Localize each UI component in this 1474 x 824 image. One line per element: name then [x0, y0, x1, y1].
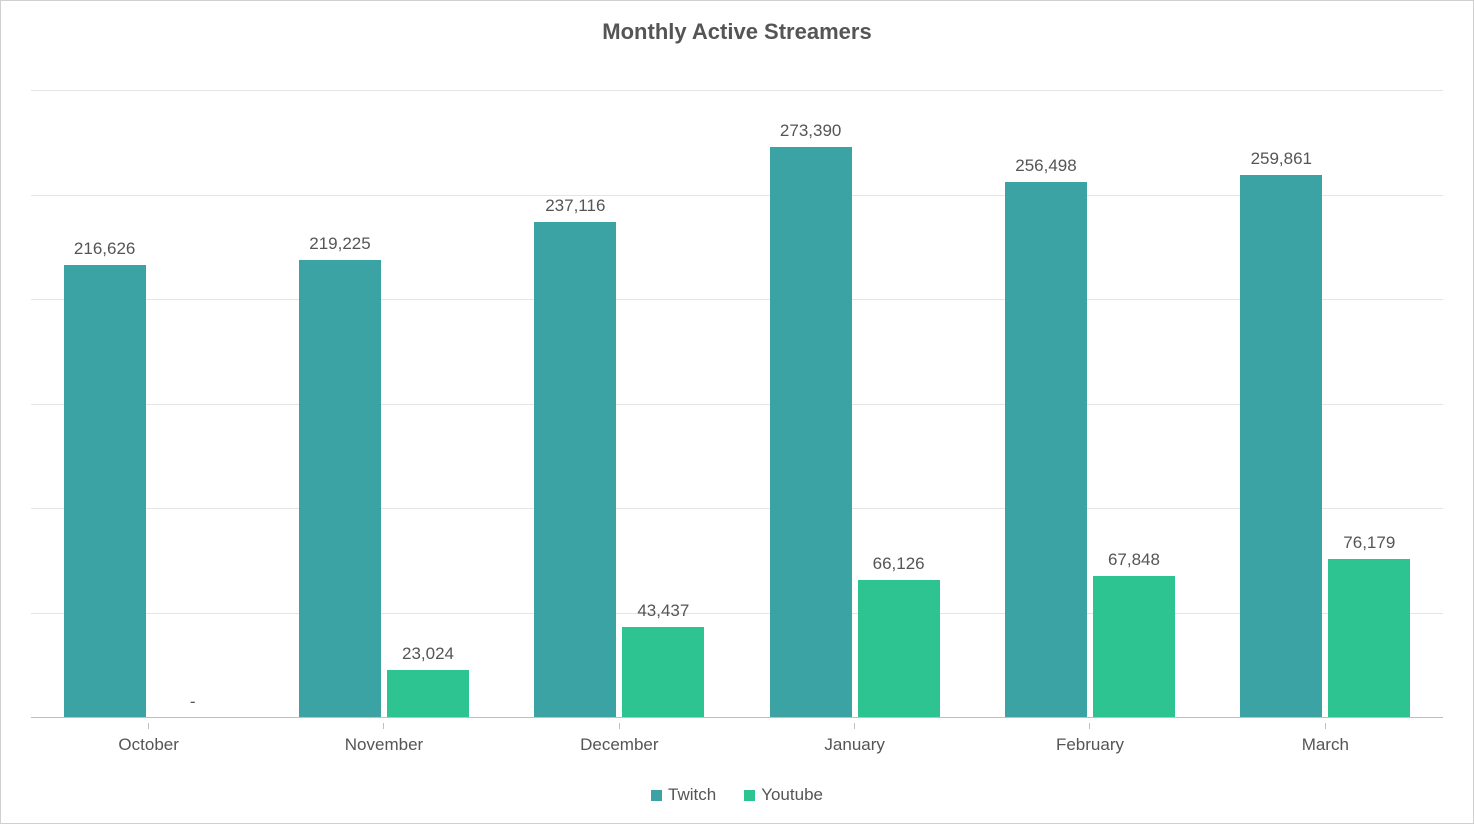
- bar-value-label: 237,116: [545, 196, 605, 216]
- x-tick-mark: [619, 723, 620, 729]
- x-tick-mark: [1089, 723, 1090, 729]
- bar-wrap: 66,126: [858, 91, 940, 718]
- bar-group: 259,861 76,179: [1208, 91, 1443, 718]
- bar-value-label: 273,390: [780, 121, 841, 141]
- x-tick-mark: [854, 723, 855, 729]
- bar-wrap: 76,179: [1328, 91, 1410, 718]
- bar-group: 237,116 43,437: [502, 91, 737, 718]
- axis-baseline: [31, 717, 1443, 718]
- bar-wrap: 259,861: [1240, 91, 1322, 718]
- bar-wrap: 43,437: [622, 91, 704, 718]
- bar: [622, 627, 704, 718]
- bar-groups: 216,626 - 219,225 23,024 237,116 43,437 273,39…: [31, 91, 1443, 718]
- x-axis-label: November: [345, 735, 423, 754]
- bar-value-label: -: [190, 692, 196, 712]
- x-tick-mark: [148, 723, 149, 729]
- x-axis-tick: November: [266, 723, 501, 755]
- bar-wrap: 273,390: [770, 91, 852, 718]
- legend-item: Twitch: [651, 785, 716, 805]
- x-axis-label: March: [1302, 735, 1349, 754]
- x-axis-label: December: [580, 735, 658, 754]
- bar-wrap: -: [152, 91, 234, 718]
- bar-wrap: 256,498: [1005, 91, 1087, 718]
- bar-wrap: 67,848: [1093, 91, 1175, 718]
- bar: [858, 580, 940, 718]
- bar-wrap: 237,116: [534, 91, 616, 718]
- x-axis-tick: January: [737, 723, 972, 755]
- bar-value-label: 43,437: [637, 601, 689, 621]
- legend-label: Youtube: [761, 785, 823, 805]
- bar-value-label: 76,179: [1343, 533, 1395, 553]
- bar: [1240, 175, 1322, 718]
- x-tick-mark: [383, 723, 384, 729]
- legend-label: Twitch: [668, 785, 716, 805]
- bar: [1005, 182, 1087, 718]
- bar: [64, 265, 146, 718]
- x-tick-mark: [1325, 723, 1326, 729]
- bar-value-label: 216,626: [74, 239, 135, 259]
- x-axis-tick: October: [31, 723, 266, 755]
- bar-value-label: 23,024: [402, 644, 454, 664]
- plot-area: 216,626 - 219,225 23,024 237,116 43,437 273,39…: [31, 91, 1443, 718]
- bar: [770, 147, 852, 718]
- bar-value-label: 256,498: [1015, 156, 1076, 176]
- x-axis-tick: March: [1208, 723, 1443, 755]
- legend-item: Youtube: [744, 785, 823, 805]
- bar-value-label: 219,225: [309, 234, 370, 254]
- bar: [1093, 576, 1175, 718]
- bar-group: 219,225 23,024: [266, 91, 501, 718]
- chart-container: Monthly Active Streamers 216,626 - 219,225…: [0, 0, 1474, 824]
- legend-swatch: [651, 790, 662, 801]
- bar: [534, 222, 616, 718]
- bar: [299, 260, 381, 718]
- x-axis-tick: February: [972, 723, 1207, 755]
- legend-swatch: [744, 790, 755, 801]
- x-axis: October November December January February Ma…: [31, 723, 1443, 755]
- bar: [387, 670, 469, 718]
- bar-group: 256,498 67,848: [972, 91, 1207, 718]
- x-axis-label: January: [824, 735, 884, 754]
- x-axis-tick: December: [502, 723, 737, 755]
- bar-wrap: 23,024: [387, 91, 469, 718]
- bar-value-label: 67,848: [1108, 550, 1160, 570]
- bar-value-label: 66,126: [873, 554, 925, 574]
- x-axis-label: October: [118, 735, 178, 754]
- chart-title: Monthly Active Streamers: [1, 1, 1473, 55]
- legend: Twitch Youtube: [1, 785, 1473, 805]
- bar-value-label: 259,861: [1251, 149, 1312, 169]
- bar-group: 273,390 66,126: [737, 91, 972, 718]
- bar-wrap: 219,225: [299, 91, 381, 718]
- x-axis-label: February: [1056, 735, 1124, 754]
- bar-wrap: 216,626: [64, 91, 146, 718]
- bar-group: 216,626 -: [31, 91, 266, 718]
- bar: [1328, 559, 1410, 718]
